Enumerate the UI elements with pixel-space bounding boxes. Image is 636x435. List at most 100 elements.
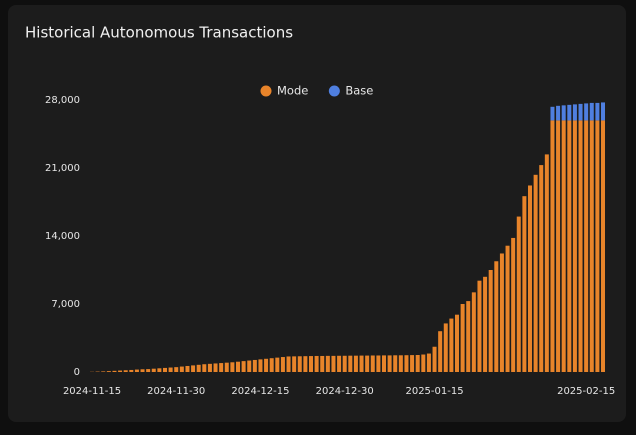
- bar: [539, 165, 544, 372]
- bar: [561, 105, 566, 121]
- bar: [264, 358, 269, 372]
- bar: [572, 120, 577, 373]
- bar: [376, 355, 381, 372]
- bar: [146, 369, 151, 372]
- y-tick-label: 28,000: [45, 95, 80, 106]
- bar: [438, 331, 443, 372]
- bar: [449, 318, 454, 372]
- bar: [179, 366, 184, 372]
- bar: [528, 185, 532, 372]
- bar: [584, 103, 589, 121]
- legend-label: Base: [345, 84, 373, 98]
- bar: [365, 355, 370, 372]
- y-tick-label: 21,000: [45, 163, 80, 174]
- bar: [466, 301, 471, 372]
- bar: [247, 360, 252, 372]
- bar: [309, 356, 313, 372]
- bar: [275, 357, 280, 372]
- bar: [499, 253, 504, 372]
- bar: [398, 355, 403, 372]
- chart-title: Historical Autonomous Transactions: [25, 24, 293, 42]
- bar: [140, 369, 145, 372]
- bar: [595, 120, 600, 373]
- bar: [488, 270, 493, 372]
- bar: [421, 354, 426, 372]
- bar: [601, 120, 605, 373]
- bar: [106, 371, 111, 372]
- bar: [252, 359, 257, 372]
- bar: [280, 357, 285, 372]
- bar: [578, 120, 583, 373]
- bar: [207, 363, 212, 372]
- bar: [455, 314, 459, 372]
- bar: [370, 355, 375, 372]
- bar: [601, 102, 605, 121]
- bar: [426, 353, 431, 372]
- bar: [241, 361, 246, 372]
- bar: [393, 355, 398, 372]
- bar: [584, 120, 589, 373]
- bar: [556, 120, 561, 373]
- bar: [219, 363, 224, 372]
- bar: [314, 355, 319, 372]
- bar: [432, 346, 437, 372]
- bar: [174, 367, 179, 372]
- bar: [589, 102, 594, 121]
- bar: [191, 365, 196, 372]
- bar: [511, 237, 516, 372]
- bar: [561, 120, 566, 373]
- bar: [258, 359, 263, 372]
- y-tick-label: 7,000: [51, 299, 80, 310]
- bar: [494, 261, 499, 372]
- bar: [342, 355, 347, 372]
- bar: [550, 120, 555, 373]
- bar: [572, 104, 577, 121]
- bar: [196, 364, 201, 372]
- bar: [348, 355, 353, 372]
- bar: [325, 355, 330, 372]
- bar: [230, 362, 235, 372]
- bar: [410, 355, 415, 372]
- bar: [567, 120, 572, 373]
- bar: [382, 355, 386, 372]
- bar: [118, 370, 123, 372]
- bar: [163, 367, 167, 372]
- bar: [443, 323, 448, 372]
- y-tick-label: 0: [74, 367, 80, 378]
- bar: [483, 276, 488, 372]
- x-tick-label: 2024-11-30: [147, 386, 205, 397]
- legend-label: Mode: [277, 84, 308, 98]
- bar: [556, 105, 561, 121]
- bar: [544, 154, 549, 372]
- bar: [567, 104, 572, 121]
- legend-swatch: [328, 85, 340, 97]
- bar: [151, 368, 156, 372]
- bar: [533, 174, 538, 372]
- bar: [224, 362, 229, 372]
- bar: [320, 355, 325, 372]
- bar: [337, 355, 342, 372]
- x-tick-label: 2024-11-15: [63, 386, 121, 397]
- x-tick-label: 2024-12-15: [231, 386, 289, 397]
- bar: [471, 292, 476, 372]
- bar: [578, 103, 583, 121]
- bar: [589, 120, 594, 373]
- bar: [303, 356, 308, 372]
- bar: [286, 356, 291, 372]
- bar: [415, 355, 420, 372]
- bar: [112, 370, 117, 372]
- x-tick-label: 2025-01-15: [405, 386, 463, 397]
- bar: [213, 363, 218, 372]
- bar: [353, 355, 358, 372]
- bar: [269, 358, 274, 372]
- bar: [516, 216, 521, 372]
- bar: [359, 355, 364, 372]
- x-tick-label: 2024-12-30: [316, 386, 374, 397]
- bar: [202, 364, 207, 372]
- bar: [387, 355, 392, 372]
- x-tick-label: 2025-02-15: [557, 386, 615, 397]
- bar: [595, 102, 600, 121]
- bar: [550, 106, 555, 121]
